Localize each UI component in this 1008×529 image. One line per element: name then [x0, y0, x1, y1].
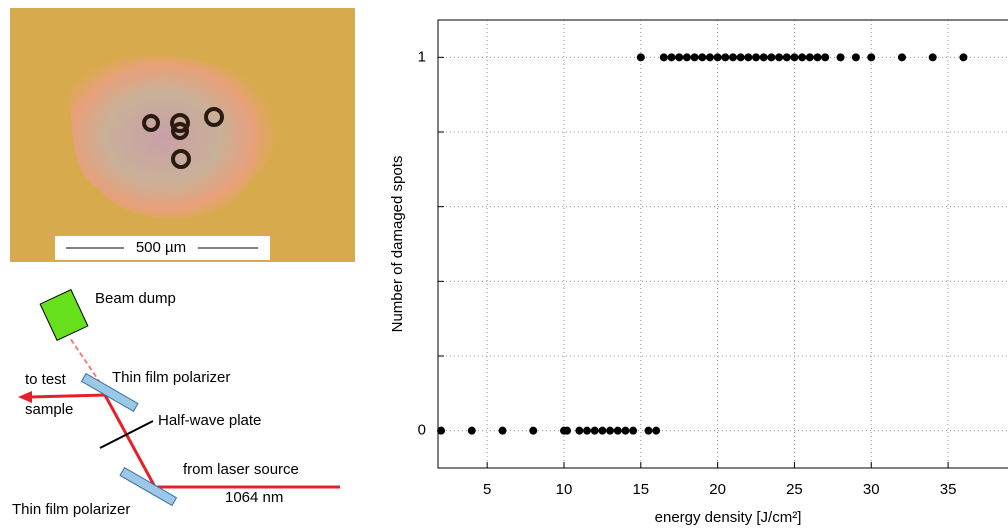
- point: [705, 53, 714, 62]
- point: [613, 426, 622, 435]
- label: to test: [25, 371, 67, 388]
- x-tick-label: 30: [863, 481, 880, 498]
- beam-dump: [39, 289, 89, 341]
- x-tick-label: 15: [632, 481, 649, 498]
- point: [667, 53, 676, 62]
- x-tick-label: 5: [483, 481, 491, 498]
- setup-diagram: Beam dump to test sample Thin film polar…: [12, 289, 340, 518]
- point: [775, 53, 784, 62]
- y-axis-label: Number of damaged spots: [389, 156, 406, 333]
- point: [836, 53, 845, 62]
- point: [959, 53, 968, 62]
- point: [851, 53, 860, 62]
- point: [606, 426, 615, 435]
- point: [867, 53, 876, 62]
- point: [782, 53, 791, 62]
- point: [563, 426, 572, 435]
- chart: 5 10 15 20 25 30 35 0 1 energy density [J/cm²] Num…: [389, 19, 1008, 526]
- damage-halo: [69, 55, 278, 219]
- label: sample: [25, 401, 73, 418]
- label: Thin film polarizer: [12, 501, 130, 518]
- point: [752, 53, 761, 62]
- x-tick-label: 25: [786, 481, 803, 498]
- point: [744, 53, 753, 62]
- wave-plate: [99, 420, 154, 449]
- point: [698, 53, 707, 62]
- label: Beam dump: [95, 290, 176, 307]
- point: [629, 426, 638, 435]
- polarizer: [80, 372, 139, 413]
- x-tick-label: 10: [556, 481, 573, 498]
- point: [682, 53, 691, 62]
- micrograph: 500 µm: [10, 8, 355, 262]
- polarizer: [119, 466, 178, 507]
- scale-label: 500 µm: [136, 239, 186, 256]
- plot-frame: [437, 19, 1008, 469]
- point: [721, 53, 730, 62]
- point: [437, 426, 446, 435]
- point: [759, 53, 768, 62]
- beam: [29, 393, 340, 489]
- x-axis-label: energy density [J/cm²]: [655, 509, 802, 526]
- point: [590, 426, 599, 435]
- point: [659, 53, 668, 62]
- point: [621, 426, 630, 435]
- point: [583, 426, 592, 435]
- point: [813, 53, 822, 62]
- point: [928, 53, 937, 62]
- label: 1064 nm: [225, 489, 283, 506]
- point: [652, 426, 661, 435]
- label: Thin film polarizer: [112, 369, 230, 386]
- point: [713, 53, 722, 62]
- point: [675, 53, 684, 62]
- label: Half-wave plate: [158, 412, 261, 429]
- point: [897, 53, 906, 62]
- point: [575, 426, 584, 435]
- point: [767, 53, 776, 62]
- label: from laser source: [183, 461, 299, 478]
- x-tick-label: 20: [709, 481, 726, 498]
- point: [821, 53, 830, 62]
- point: [690, 53, 699, 62]
- arrow: [18, 391, 32, 403]
- point: [636, 53, 645, 62]
- damage-spots: [142, 107, 224, 169]
- y-tick-label: 0: [418, 422, 426, 439]
- point: [728, 53, 737, 62]
- point: [498, 426, 507, 435]
- point: [790, 53, 799, 62]
- point: [805, 53, 814, 62]
- point: [467, 426, 476, 435]
- point: [644, 426, 653, 435]
- point: [598, 426, 607, 435]
- point: [529, 426, 538, 435]
- point: [798, 53, 807, 62]
- point: [736, 53, 745, 62]
- x-tick-label: 35: [940, 481, 957, 498]
- y-tick-label: 1: [418, 48, 426, 65]
